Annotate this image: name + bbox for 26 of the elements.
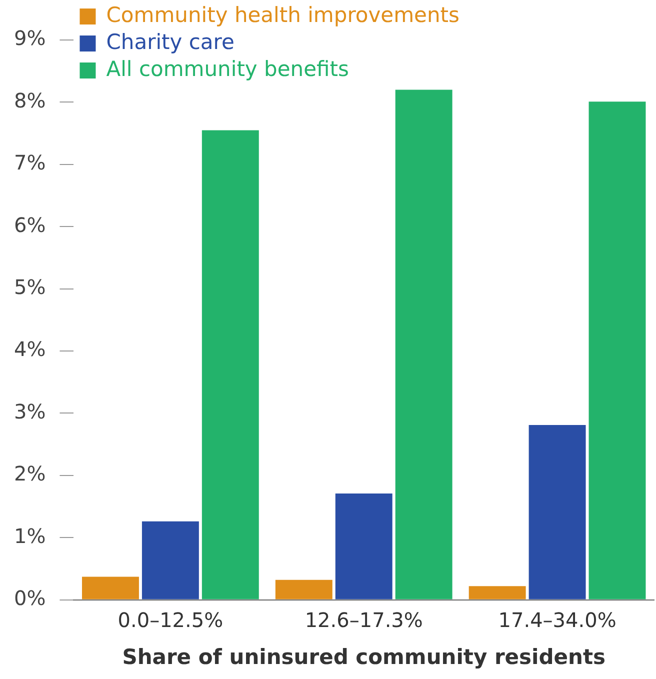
- y-tick-label: 6%: [14, 212, 46, 237]
- bar: [202, 130, 259, 600]
- legend-label: All community benefits: [106, 56, 349, 81]
- legend-label: Community health improvements: [106, 2, 460, 27]
- x-axis-title: Share of uninsured community residents: [122, 644, 606, 669]
- bar: [142, 521, 199, 600]
- bar: [395, 90, 452, 600]
- y-tick-label: 0%: [14, 586, 46, 610]
- y-tick-label: 8%: [14, 88, 46, 112]
- bar: [335, 493, 392, 600]
- y-tick-label: 7%: [14, 150, 46, 175]
- x-tick-label: 17.4–34.0%: [498, 608, 616, 632]
- y-tick-label: 1%: [14, 524, 46, 548]
- y-tick-label: 3%: [14, 399, 46, 424]
- y-tick-label: 2%: [14, 462, 46, 486]
- x-tick-label: 12.6–17.3%: [304, 608, 423, 632]
- y-tick-label: 9%: [14, 26, 46, 50]
- bar: [275, 580, 332, 600]
- legend-label: Charity care: [106, 30, 234, 54]
- bar: [588, 102, 646, 600]
- bar: [468, 586, 526, 600]
- bar: [82, 576, 139, 600]
- bar: [528, 425, 586, 600]
- y-tick-label: 5%: [14, 275, 46, 300]
- y-tick-label: 4%: [14, 337, 46, 362]
- x-tick-label: 0.0–12.5%: [118, 608, 224, 632]
